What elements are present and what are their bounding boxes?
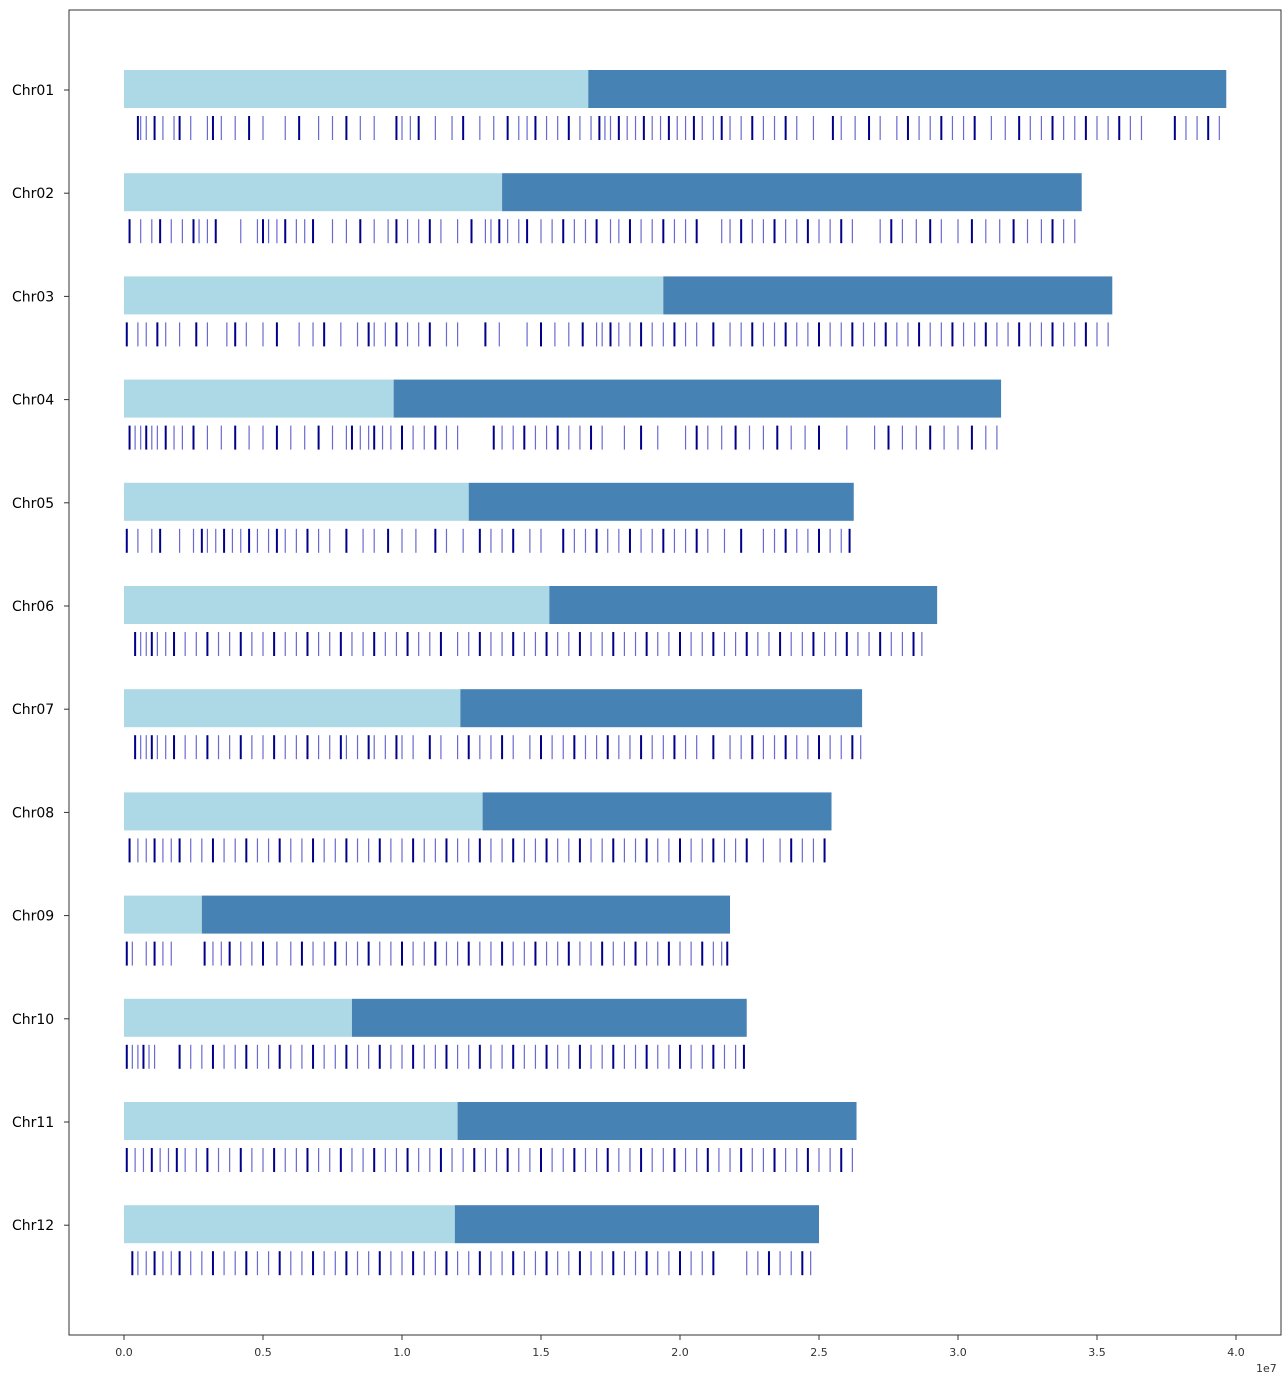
bar-segment-arm1 xyxy=(124,1205,455,1244)
chromosome-label: Chr01 xyxy=(12,83,54,99)
x-tick-label: 0.0 xyxy=(115,1346,133,1359)
axis-exponent-label: 1e7 xyxy=(1256,1362,1277,1375)
x-tick-label: 4.0 xyxy=(1227,1346,1245,1359)
chromosome-label: Chr08 xyxy=(12,805,54,821)
chromosome-label: Chr02 xyxy=(12,186,54,202)
chromosome-label: Chr11 xyxy=(12,1115,54,1131)
bar-segment-arm2 xyxy=(663,276,1113,315)
bar-segment-arm2 xyxy=(588,70,1227,108)
bar-segment-arm2 xyxy=(457,1102,857,1140)
bar-segment-arm1 xyxy=(124,482,469,521)
bar-segment-arm1 xyxy=(124,998,352,1037)
plot-frame xyxy=(68,9,1282,1336)
bar-segment-arm1 xyxy=(124,586,550,624)
bar-segment-arm2 xyxy=(502,173,1082,212)
bar-segment-arm1 xyxy=(124,173,503,212)
bar-segment-arm2 xyxy=(201,895,731,934)
x-tick-label: 2.5 xyxy=(810,1346,828,1359)
chromosome-label: Chr12 xyxy=(12,1218,54,1234)
bar-segment-arm1 xyxy=(124,276,664,315)
bars-layer xyxy=(124,70,1227,1244)
chromosome-label: Chr07 xyxy=(12,702,54,718)
chromosome-label: Chr04 xyxy=(12,393,54,409)
bar-segment-arm2 xyxy=(351,998,747,1037)
bar-segment-arm2 xyxy=(468,482,854,521)
bar-segment-arm2 xyxy=(460,689,863,728)
bar-segment-arm2 xyxy=(393,379,1002,418)
chromosome-label: Chr09 xyxy=(12,909,54,925)
x-tick-label: 1.5 xyxy=(532,1346,550,1359)
chromosome-label: Chr05 xyxy=(12,496,54,512)
bar-segment-arm2 xyxy=(549,586,938,624)
bar-segment-arm1 xyxy=(124,895,202,934)
labels-layer: Chr01 Chr02 Chr03 Chr04 Chr05 Chr06 Chr07 Chr08… xyxy=(12,83,69,1234)
x-tick-label: 1.0 xyxy=(393,1346,411,1359)
bar-segment-arm2 xyxy=(454,1205,819,1244)
bar-segment-arm2 xyxy=(482,792,832,831)
x-axis: 0.0 0.5 1.0 1.5 2.0 2.5 3.0 3.5 4.0 xyxy=(115,1335,1245,1359)
chromosome-label: Chr06 xyxy=(12,599,54,615)
markers-layer xyxy=(125,116,1220,1276)
bar-segment-arm1 xyxy=(124,792,483,831)
chromosome-label: Chr03 xyxy=(12,289,54,305)
x-tick-label: 3.0 xyxy=(949,1346,967,1359)
x-tick-label: 3.5 xyxy=(1088,1346,1106,1359)
bar-segment-arm1 xyxy=(124,1102,458,1140)
chromosome-label: Chr10 xyxy=(12,1012,54,1028)
bar-segment-arm1 xyxy=(124,70,589,108)
x-tick-label: 0.5 xyxy=(254,1346,272,1359)
bar-segment-arm1 xyxy=(124,379,394,418)
x-tick-label: 2.0 xyxy=(671,1346,689,1359)
bar-segment-arm1 xyxy=(124,689,461,728)
